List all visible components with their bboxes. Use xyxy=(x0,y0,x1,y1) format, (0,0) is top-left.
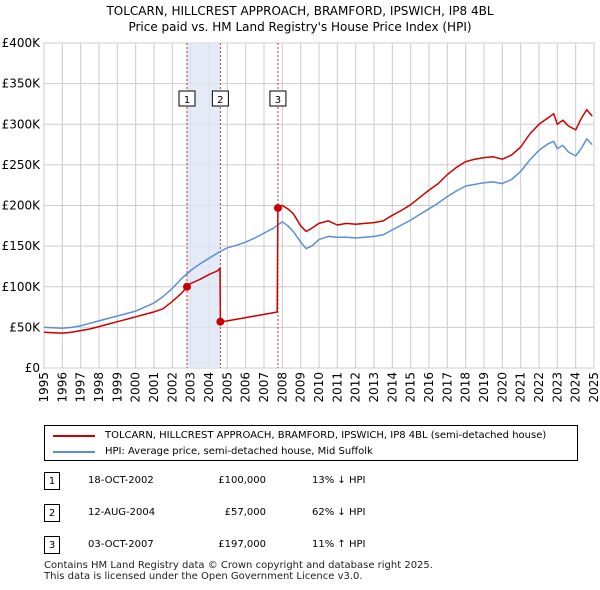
transaction-marker xyxy=(183,282,191,291)
y-tick-label: £400K xyxy=(2,36,42,50)
table-row: 2 12-AUG-2004 £57,000 62% ↓ HPI xyxy=(44,504,524,524)
x-tick-label: 2014 xyxy=(385,372,399,403)
x-tick-label: 2009 xyxy=(294,372,308,403)
y-tick-label: £0 xyxy=(25,361,40,375)
x-tick-label: 1998 xyxy=(92,372,106,403)
x-tick-label: 2001 xyxy=(147,372,161,403)
x-tick-label: 1999 xyxy=(110,372,124,403)
y-tick-label: £50K xyxy=(9,320,41,334)
x-tick-label: 2013 xyxy=(367,372,381,403)
transaction-hpi-diff: 62% ↓ HPI xyxy=(312,507,366,518)
table-row: 3 03-OCT-2007 £197,000 11% ↑ HPI xyxy=(44,536,524,556)
transaction-box xyxy=(269,90,287,107)
chart-title: TOLCARN, HILLCREST APPROACH, BRAMFORD, I… xyxy=(105,4,493,18)
x-tick-label: 2002 xyxy=(165,372,179,403)
transaction-date: 12-AUG-2004 xyxy=(88,507,156,518)
transaction-box xyxy=(211,90,229,107)
y-tick-label: £200K xyxy=(2,199,42,213)
transaction-price: £197,000 xyxy=(218,539,266,550)
x-tick-label: 2004 xyxy=(202,372,216,403)
x-tick-label: 2000 xyxy=(129,372,143,403)
x-tick-label: 2008 xyxy=(275,372,289,403)
x-tick-label: 2011 xyxy=(330,372,344,403)
table-row: 1 18-OCT-2002 £100,000 13% ↓ HPI xyxy=(44,472,524,492)
legend-label-property: TOLCARN, HILLCREST APPROACH, BRAMFORD, I… xyxy=(105,430,547,441)
transaction-box-label: 2 xyxy=(217,95,223,106)
legend-label-hpi: HPI: Average price, semi-detached house,… xyxy=(105,446,373,457)
x-tick-label: 2016 xyxy=(422,372,436,403)
footer-license: This data is licensed under the Open Gov… xyxy=(44,571,363,582)
chart-subtitle: Price paid vs. HM Land Registry's House … xyxy=(128,20,471,34)
x-tick-label: 2023 xyxy=(550,372,564,403)
transaction-box-label: 3 xyxy=(275,95,281,106)
legend-swatch-property xyxy=(53,435,95,437)
x-tick-label: 2003 xyxy=(184,372,198,403)
y-tick-label: £150K xyxy=(2,239,42,253)
x-tick-label: 2019 xyxy=(477,372,491,403)
x-tick-label: 2007 xyxy=(257,372,271,403)
x-tick-label: 1995 xyxy=(37,372,51,403)
transaction-number: 3 xyxy=(44,536,60,554)
x-tick-label: 2022 xyxy=(532,372,546,403)
transaction-box-label: 1 xyxy=(184,95,190,106)
transaction-number: 1 xyxy=(44,472,60,490)
y-tick-label: £100K xyxy=(2,280,42,294)
transaction-price: £57,000 xyxy=(224,507,266,518)
legend: TOLCARN, HILLCREST APPROACH, BRAMFORD, I… xyxy=(44,425,578,461)
x-tick-label: 2017 xyxy=(440,372,454,403)
x-tick-label: 2010 xyxy=(312,372,326,403)
x-tick-label: 2021 xyxy=(514,372,528,403)
y-tick-label: £250K xyxy=(2,158,42,172)
x-tick-label: 2018 xyxy=(459,372,473,403)
transaction-marker xyxy=(273,203,282,212)
x-tick-label: 2025 xyxy=(587,372,600,403)
transaction-number: 2 xyxy=(44,504,60,522)
transaction-date: 18-OCT-2002 xyxy=(88,475,154,486)
footer-copyright: Contains HM Land Registry data © Crown c… xyxy=(44,560,433,571)
x-tick-label: 1996 xyxy=(55,372,69,403)
transaction-marker xyxy=(216,317,225,326)
chart: TOLCARN, HILLCREST APPROACH, BRAMFORD, I… xyxy=(2,4,600,403)
y-tick-label: £350K xyxy=(2,77,42,91)
x-tick-label: 2012 xyxy=(349,372,363,403)
x-tick-label: 2015 xyxy=(404,372,418,403)
x-tick-label: 2006 xyxy=(239,372,253,403)
x-tick-label: 2024 xyxy=(569,372,583,403)
footer: Contains HM Land Registry data © Crown c… xyxy=(44,560,433,582)
series-line-property xyxy=(43,108,593,334)
x-tick-label: 1997 xyxy=(74,372,88,403)
series-line-hpi xyxy=(43,138,593,329)
transaction-hpi-diff: 13% ↓ HPI xyxy=(312,475,366,486)
y-tick-label: £300K xyxy=(2,117,42,131)
transaction-price: £100,000 xyxy=(218,475,266,486)
transaction-date: 03-OCT-2007 xyxy=(88,539,154,550)
x-tick-label: 2020 xyxy=(495,372,509,403)
transaction-hpi-diff: 11% ↑ HPI xyxy=(312,539,366,550)
legend-swatch-hpi xyxy=(53,451,95,453)
x-tick-label: 2005 xyxy=(220,372,234,403)
transaction-box xyxy=(178,90,196,107)
